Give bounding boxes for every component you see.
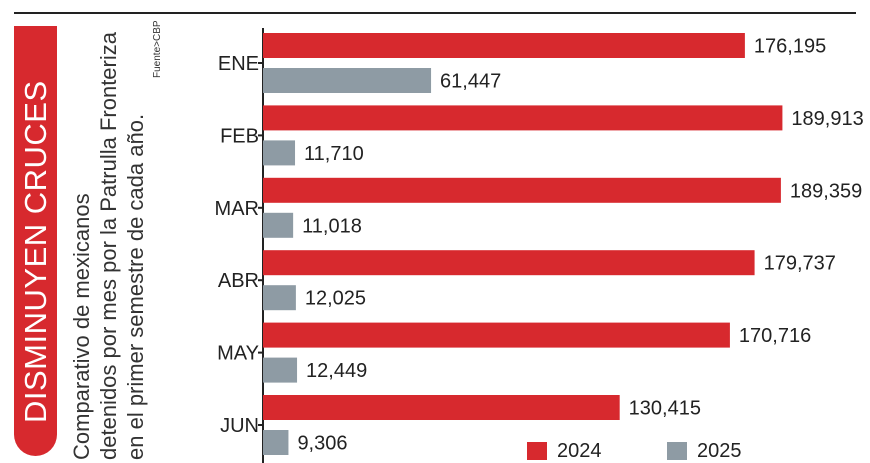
bar-2025-jun [263, 430, 289, 455]
bar-2024-may [263, 322, 730, 348]
bar-2025-feb [263, 140, 296, 166]
top-rule [14, 12, 856, 14]
data-label-2025-may: 12,449 [306, 360, 367, 382]
legend-swatch-2024 [527, 442, 547, 460]
legend-swatch-2025 [667, 442, 687, 460]
data-label-2025-feb: 11,710 [304, 143, 364, 165]
data-label-2024-may: 170,716 [739, 325, 811, 347]
title-banner [14, 26, 57, 456]
category-label-ene: ENE [218, 53, 259, 75]
bar-2024-feb [263, 105, 783, 131]
data-label-2024-jun: 130,415 [629, 398, 701, 420]
data-label-2024-feb: 189,913 [791, 108, 863, 130]
legend-item-2025: 2025 [667, 440, 742, 462]
data-label-2025-jun: 9,306 [297, 433, 347, 455]
category-label-feb: FEB [220, 125, 259, 147]
bar-2024-jun [263, 395, 620, 420]
data-label-2025-abr: 12,025 [305, 288, 366, 310]
legend-label-2024: 2024 [557, 439, 602, 462]
legend-item-2024: 2024 [527, 440, 602, 462]
bar-2025-mar [263, 212, 294, 238]
data-label-2024-abr: 179,737 [764, 253, 836, 275]
category-label-mar: MAR [215, 198, 259, 220]
bar-2024-ene [263, 33, 745, 58]
bar-2025-ene [263, 68, 432, 93]
legend-label-2025: 2025 [697, 439, 742, 462]
data-label-2025-mar: 11,018 [302, 215, 362, 237]
data-label-2025-ene: 61,447 [440, 71, 501, 93]
category-label-may: MAY [217, 343, 259, 365]
bar-2025-abr [263, 285, 296, 311]
bar-2024-abr [263, 250, 755, 276]
data-label-2024-ene: 176,195 [754, 36, 826, 58]
category-label-abr: ABR [218, 270, 259, 292]
category-label-jun: JUN [220, 415, 259, 437]
data-label-2024-mar: 189,359 [790, 180, 862, 202]
bar-2024-mar [263, 177, 781, 203]
bar-2025-may [263, 357, 298, 383]
